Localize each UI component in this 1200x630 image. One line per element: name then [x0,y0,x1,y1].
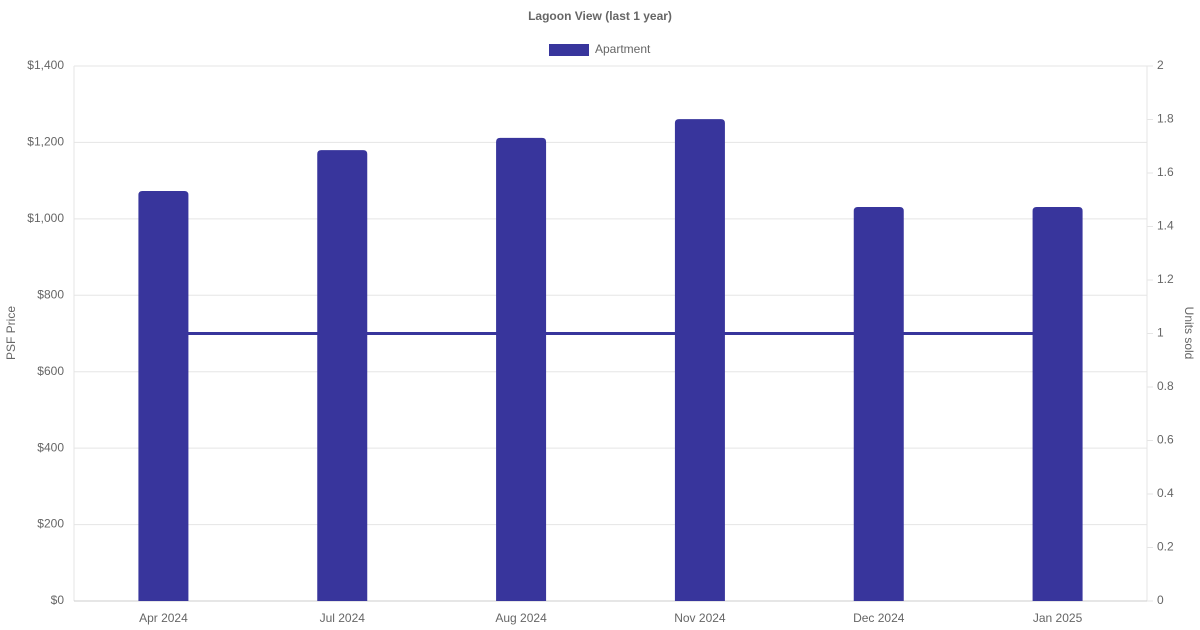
y2-tick-label: 0.2 [1157,540,1174,554]
legend-swatch [549,44,589,56]
chart-title: Lagoon View (last 1 year) [528,9,672,23]
y-tick-label: $1,200 [27,135,64,149]
y-tick-label: $0 [51,593,65,607]
y2-axis-title: Units sold [1182,307,1196,360]
bar [496,137,547,602]
y-tick-label: $400 [37,440,64,454]
y-axis-title: PSF Price [4,306,18,360]
y2-tick-label: 1.2 [1157,272,1174,286]
legend-label: Apartment [595,42,651,56]
y-tick-label: $600 [37,364,64,378]
x-tick-label: Jul 2024 [320,611,366,625]
x-tick-label: Aug 2024 [495,611,547,625]
bar [674,119,725,601]
bar [317,150,368,602]
bar [1032,207,1083,601]
y2-tick-label: 0.8 [1157,379,1174,393]
x-tick-label: Nov 2024 [674,611,726,625]
x-tick-label: Apr 2024 [139,611,188,625]
y-tick-label: $800 [37,287,64,301]
y2-tick-label: 2 [1157,58,1164,72]
x-tick-label: Jan 2025 [1033,611,1083,625]
y2-tick-label: 1.4 [1157,219,1174,233]
y2-tick-label: 1.8 [1157,112,1174,126]
y-tick-label: $200 [37,517,64,531]
y2-tick-label: 0.4 [1157,486,1174,500]
bar [138,190,189,602]
y2-tick-label: 0.6 [1157,433,1174,447]
y2-tick-label: 0 [1157,593,1164,607]
y-tick-label: $1,400 [27,58,64,72]
y-tick-label: $1,000 [27,211,64,225]
y2-tick-label: 1 [1157,326,1164,340]
y2-tick-label: 1.6 [1157,165,1174,179]
x-tick-label: Dec 2024 [853,611,905,625]
bar [853,207,904,601]
